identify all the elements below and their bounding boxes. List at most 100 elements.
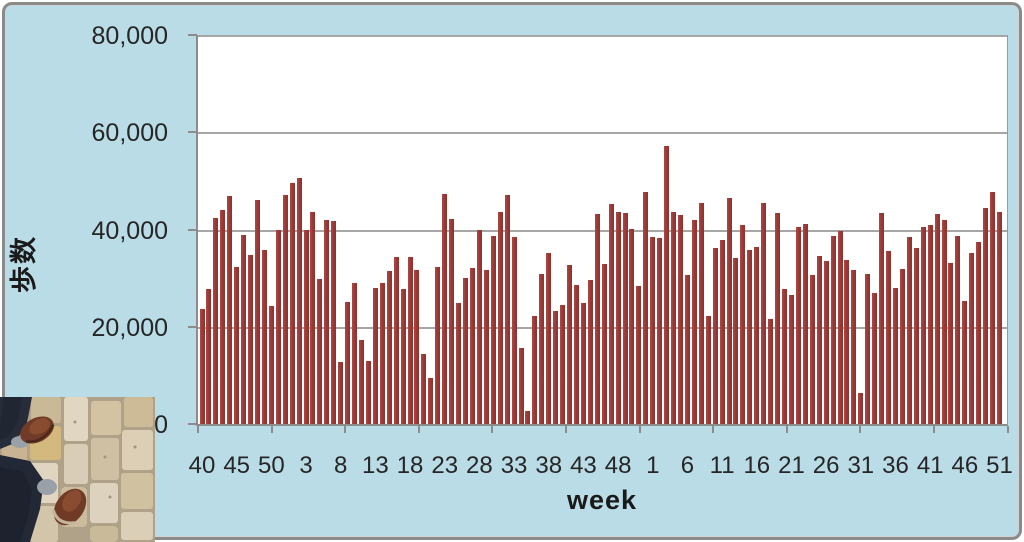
- y-tick-label: 60,000: [91, 119, 168, 148]
- bar-week-48: [615, 212, 621, 424]
- bar-week-39: [913, 248, 919, 424]
- bar-week-49: [622, 212, 628, 424]
- bar-week-14: [379, 283, 385, 424]
- bar-week-15: [747, 249, 753, 424]
- bar-week-50: [990, 191, 996, 424]
- x-tick-mark: [712, 426, 715, 433]
- x-tick-mark: [859, 426, 862, 433]
- x-tick-mark: [1006, 426, 1009, 433]
- bar-week-41: [206, 288, 212, 424]
- bar-week-41: [927, 224, 933, 424]
- bar-week-30: [851, 269, 857, 424]
- y-tick-mark: [188, 325, 197, 328]
- bar-week-43: [941, 219, 947, 424]
- bar-week-47: [248, 254, 254, 424]
- x-tick-label: 8: [334, 452, 348, 479]
- x-tick-label: 16: [743, 452, 771, 479]
- bar-week-44: [587, 280, 593, 424]
- bar-week-44: [948, 262, 954, 424]
- x-tick-label: 33: [500, 452, 528, 479]
- bar-week-23: [442, 194, 448, 424]
- bar-week-29: [483, 269, 489, 424]
- bar-week-24: [449, 218, 455, 424]
- x-tick-label: 13: [362, 452, 389, 479]
- bar-week-13: [733, 258, 739, 424]
- bar-week-40: [199, 309, 205, 424]
- bar-week-6: [684, 274, 690, 424]
- bar-week-35: [525, 411, 531, 424]
- bar-week-12: [726, 198, 732, 424]
- bar-week-3: [303, 230, 309, 424]
- bar-week-1: [650, 236, 656, 424]
- bar-week-26: [463, 278, 469, 424]
- bar-week-42: [213, 218, 219, 424]
- y-axis-title: 歩数: [9, 235, 39, 293]
- x-tick-label: 36: [882, 452, 909, 479]
- y-tick-label: 0: [154, 411, 168, 439]
- bar-week-45: [234, 266, 240, 424]
- bar-week-45: [594, 213, 600, 424]
- bar-week-19: [414, 269, 420, 424]
- bar-week-38: [546, 253, 552, 424]
- x-tick-label: 18: [396, 452, 424, 479]
- bar-week-42: [934, 214, 940, 424]
- y-tick-mark: [188, 423, 197, 425]
- bar-week-12: [365, 360, 371, 424]
- bar-week-49: [261, 249, 267, 424]
- bar-week-27: [830, 235, 836, 424]
- bar-week-21: [428, 377, 434, 424]
- bar-week-40: [920, 226, 926, 424]
- bar-week-52: [643, 192, 649, 424]
- x-tick-mark: [565, 426, 567, 433]
- bar-week-46: [601, 264, 607, 424]
- x-tick-label: 50: [257, 452, 285, 479]
- bar-week-34: [518, 347, 524, 424]
- bar-week-20: [782, 289, 788, 424]
- bar-week-9: [705, 316, 711, 424]
- bar-week-33: [511, 237, 517, 424]
- bar-week-35: [886, 251, 892, 424]
- bar-week-43: [580, 302, 586, 424]
- bar-week-48: [254, 200, 260, 424]
- bar-week-11: [719, 240, 725, 424]
- photo-inset: [0, 397, 155, 542]
- bar-week-19: [775, 213, 781, 424]
- bar-week-28: [837, 230, 843, 424]
- bar-week-36: [893, 287, 898, 424]
- y-tick-mark: [188, 131, 197, 134]
- bar-week-28: [476, 230, 482, 424]
- bar-week-46: [962, 300, 968, 424]
- bar-week-18: [768, 318, 774, 424]
- bar-week-11: [359, 340, 364, 424]
- y-tick-label: 20,000: [91, 313, 168, 342]
- bar-week-46: [241, 235, 247, 424]
- bar-week-31: [497, 211, 503, 424]
- bar-week-2: [657, 238, 663, 424]
- bar-week-8: [698, 203, 704, 424]
- bar-week-17: [761, 203, 767, 424]
- bar-week-33: [872, 292, 878, 424]
- y-axis-line: [196, 35, 198, 426]
- bar-week-51: [636, 286, 642, 424]
- x-tick-mark: [344, 426, 347, 433]
- bar-week-16: [393, 256, 399, 424]
- bar-week-29: [844, 259, 850, 424]
- y-tick-mark: [188, 34, 197, 36]
- x-tick-label: 45: [223, 452, 251, 479]
- bar-week-50: [629, 229, 635, 424]
- bar-week-2: [296, 178, 302, 424]
- x-tick-label: 46: [951, 452, 979, 479]
- bar-week-7: [331, 221, 337, 424]
- x-tick-mark: [638, 426, 641, 433]
- x-tick-label: 11: [709, 452, 735, 479]
- bar-week-22: [795, 226, 801, 424]
- bar-week-23: [802, 223, 808, 424]
- bar-week-18: [407, 257, 413, 424]
- gridline: [197, 229, 1007, 232]
- x-tick-label: 28: [466, 452, 493, 479]
- bar-week-20: [421, 353, 427, 424]
- bar-week-49: [983, 207, 989, 424]
- x-tick-label: 1: [646, 452, 660, 479]
- bar-week-39: [553, 310, 559, 424]
